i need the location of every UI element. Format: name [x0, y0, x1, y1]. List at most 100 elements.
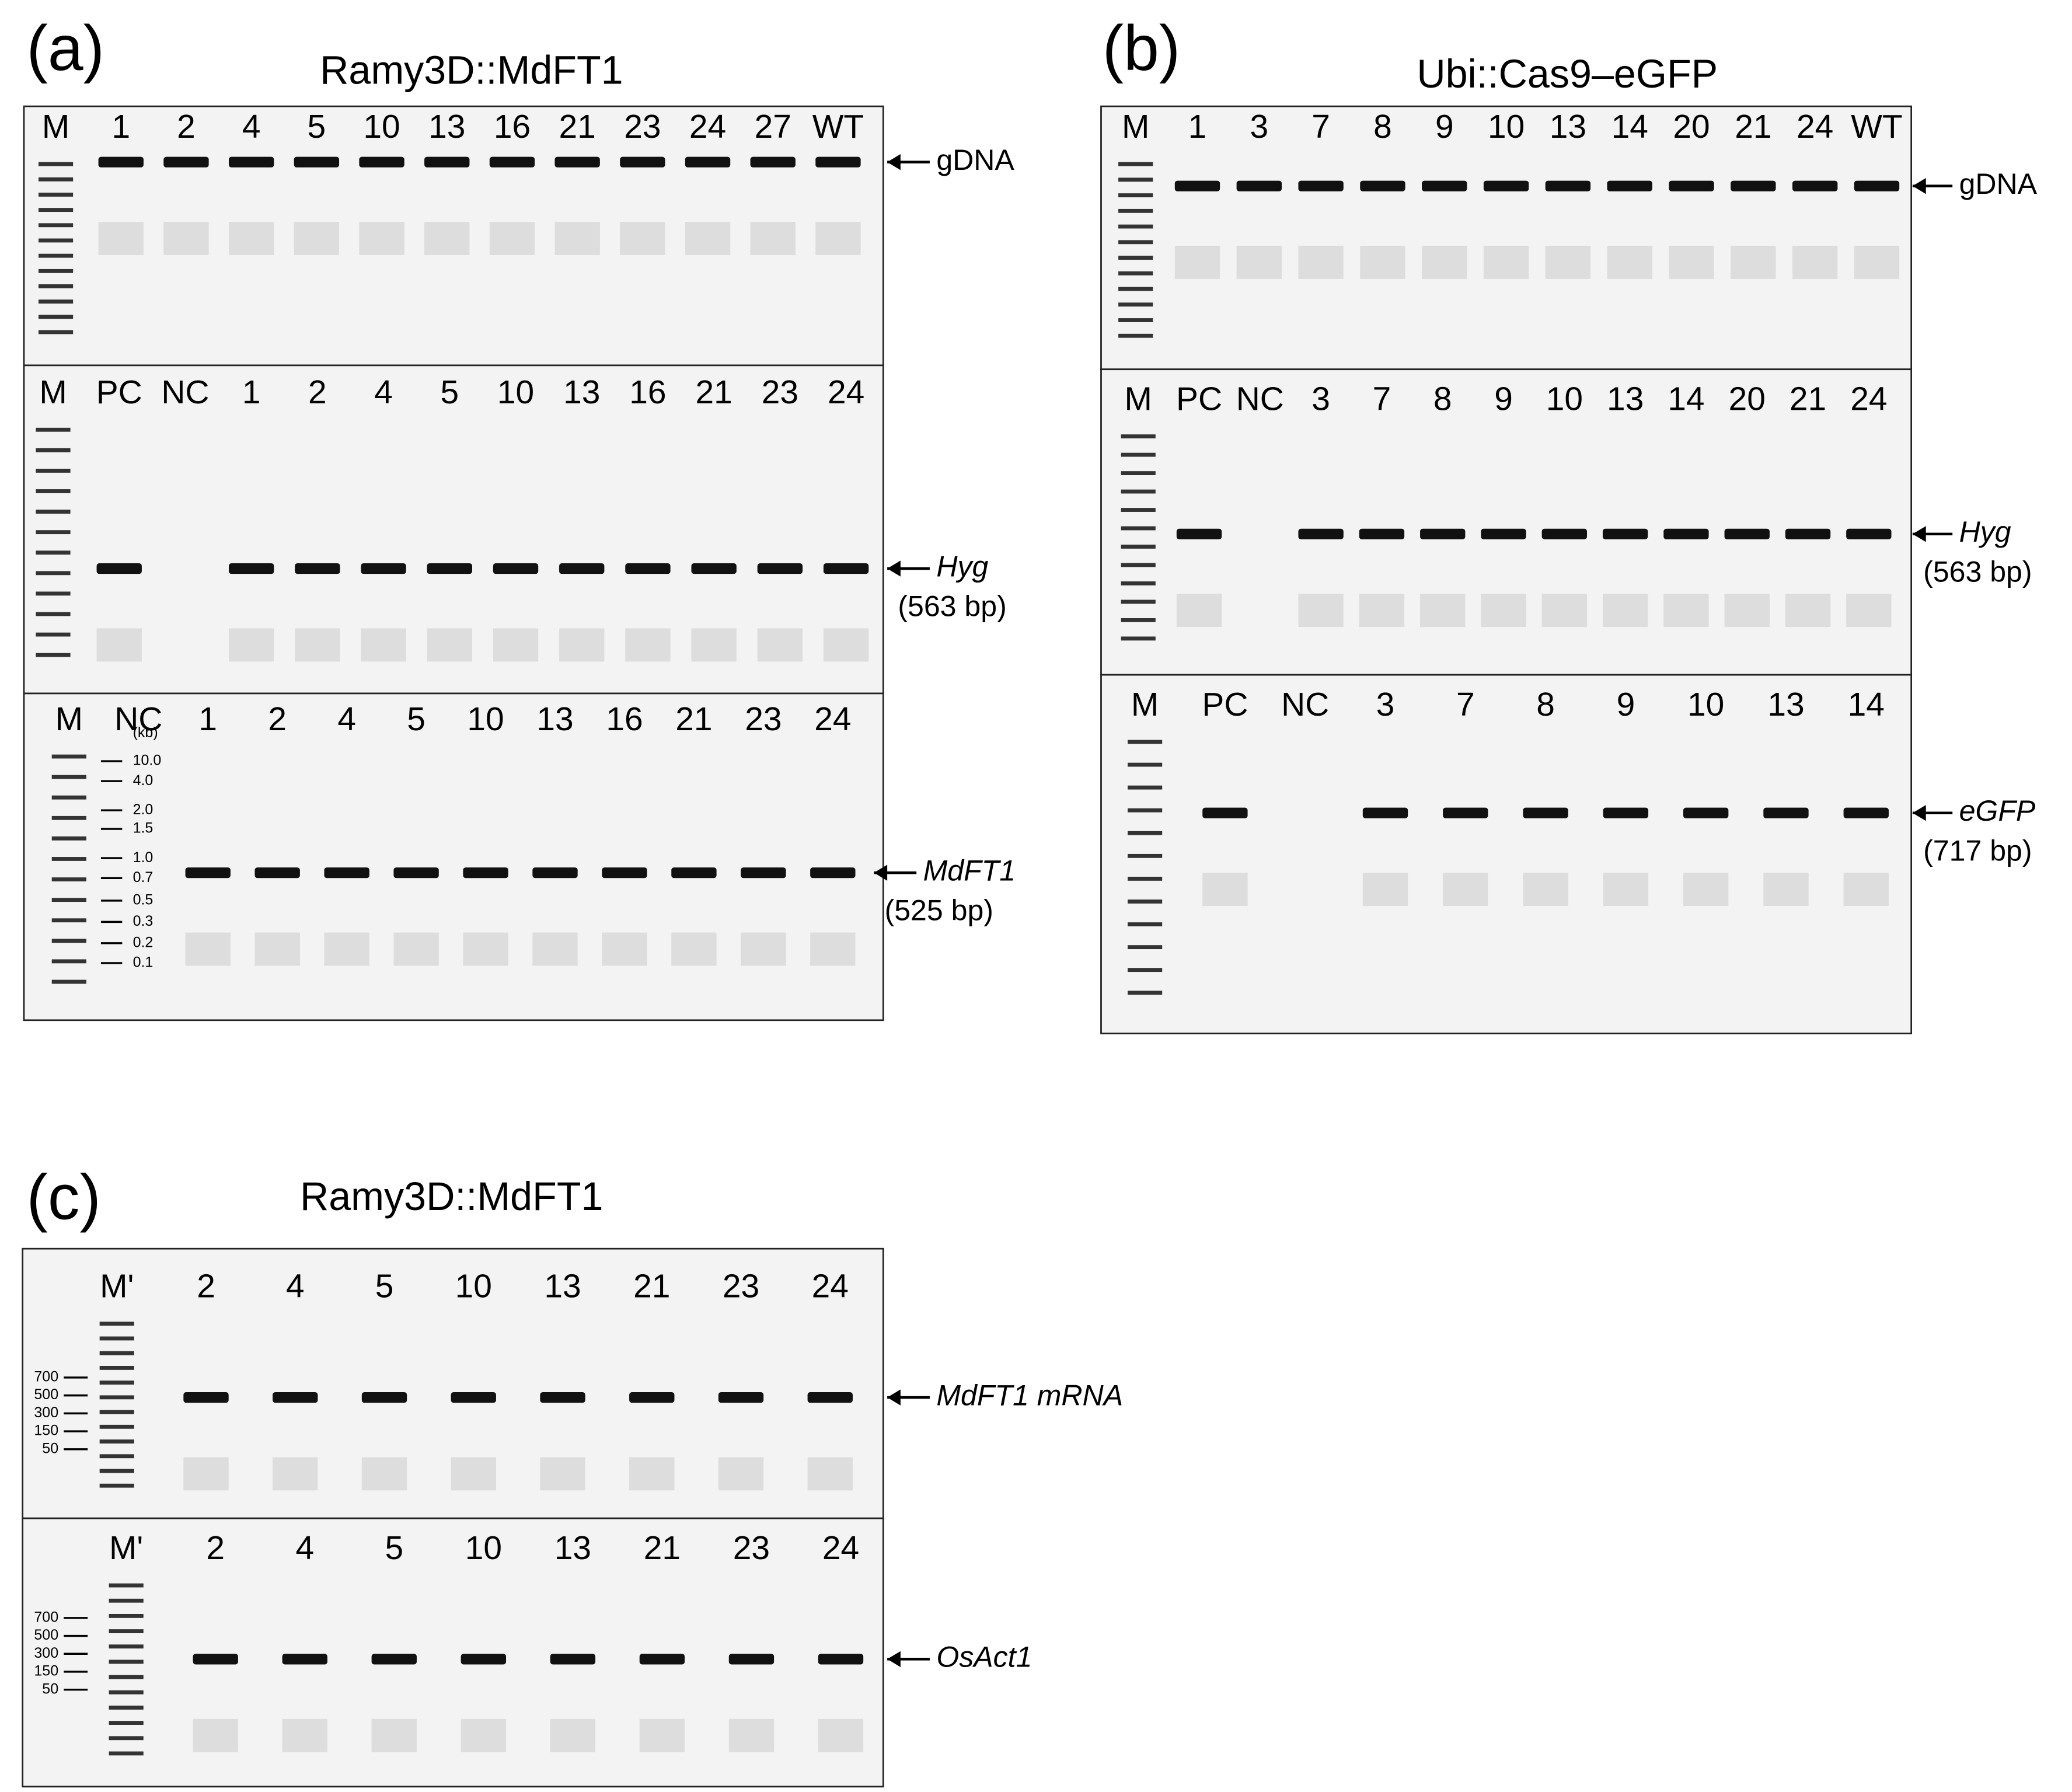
lane-label: 7	[1373, 380, 1391, 417]
band-label: eGFP	[1959, 794, 2036, 827]
lane-label: 13	[428, 108, 465, 145]
ladder-label: 4.0	[133, 772, 154, 789]
ladder-band	[36, 550, 71, 555]
ladder-band	[99, 1336, 134, 1341]
ladder-band	[36, 448, 71, 452]
band-label: gDNA	[936, 144, 1014, 176]
band	[461, 1654, 507, 1665]
smear	[282, 1718, 327, 1752]
ladder-band	[99, 1380, 134, 1385]
arrow-head	[1912, 526, 1926, 542]
ladder-band	[1121, 434, 1156, 439]
smear	[324, 932, 369, 966]
ladder-label: 700	[34, 1609, 58, 1625]
ladder-band	[38, 238, 74, 243]
band	[294, 156, 340, 168]
ladder-band	[109, 1613, 144, 1618]
ladder-band	[109, 1706, 144, 1710]
smear	[807, 1457, 853, 1491]
ladder-band	[1128, 853, 1163, 858]
lane-label: M	[1125, 380, 1152, 417]
lane-label: PC	[96, 374, 142, 411]
ladder-band	[109, 1721, 144, 1725]
band	[807, 1392, 853, 1403]
band	[254, 867, 300, 878]
smear	[254, 932, 300, 966]
ladder-band	[1121, 581, 1156, 585]
lane-label: 16	[629, 374, 666, 411]
band	[427, 563, 472, 574]
ladder-band	[1121, 508, 1156, 512]
lane-label: 27	[755, 108, 791, 145]
lane-label: 21	[644, 1529, 681, 1567]
band	[1523, 807, 1568, 818]
lane-label: 1	[242, 374, 261, 411]
ladder-label: 10.0	[133, 752, 162, 769]
lane-label: 2	[177, 108, 196, 145]
smear	[629, 1457, 675, 1491]
lane-label: WT	[812, 108, 864, 145]
smear	[273, 1457, 318, 1491]
smear	[625, 628, 671, 662]
smear	[1607, 246, 1652, 279]
lane-label: 21	[696, 374, 732, 411]
ladder-band	[109, 1736, 144, 1741]
smear	[228, 222, 274, 256]
lane-label: 9	[1494, 380, 1513, 417]
ladder-band	[99, 1351, 134, 1355]
ladder-band	[109, 1659, 144, 1664]
band	[1724, 528, 1770, 539]
lane-label: 16	[494, 108, 531, 145]
ladder-band	[1118, 208, 1153, 213]
smear	[691, 628, 737, 662]
smear	[1545, 246, 1591, 279]
band	[273, 1392, 318, 1403]
ladder-band	[36, 427, 71, 432]
lane-label: 10	[1687, 686, 1724, 723]
ladder-unit: (kb)	[133, 724, 158, 741]
gel	[23, 692, 884, 1021]
smear	[1683, 873, 1729, 907]
ladder-band	[51, 939, 86, 943]
band	[741, 867, 786, 878]
lane-label: 24	[814, 700, 851, 738]
band	[602, 867, 647, 878]
ladder-label: 0.5	[133, 892, 154, 908]
lane-label: 10	[467, 700, 504, 738]
band	[620, 156, 665, 168]
arrow-head	[1912, 178, 1926, 194]
band	[757, 563, 803, 574]
ladder-band	[1118, 162, 1153, 166]
smear	[359, 222, 404, 256]
band	[1663, 528, 1709, 539]
ladder-band	[1118, 177, 1153, 182]
ladder-band	[38, 193, 74, 197]
ladder-band	[36, 591, 71, 596]
ladder-band	[51, 795, 86, 800]
lane-label: 3	[1250, 108, 1268, 145]
ladder-band	[1128, 922, 1163, 926]
band	[1360, 180, 1405, 191]
ladder-band	[1121, 471, 1156, 476]
smear	[532, 932, 578, 966]
lane-label: M	[39, 374, 67, 411]
ladder-label: 50	[42, 1681, 58, 1697]
ladder-band	[99, 1469, 134, 1473]
lane-label: 5	[440, 374, 459, 411]
band	[424, 156, 470, 168]
band	[295, 563, 340, 574]
lane-label: 14	[1848, 686, 1885, 723]
arrow-head	[887, 1651, 901, 1668]
ladder-band	[1128, 877, 1163, 881]
lane-label: 23	[624, 108, 661, 145]
gel	[1100, 674, 1913, 1034]
band	[554, 156, 600, 168]
band	[463, 867, 508, 878]
band	[1359, 528, 1405, 539]
band	[183, 1392, 229, 1403]
smear	[1443, 873, 1488, 907]
arrow-head	[887, 154, 901, 170]
ladder-band	[38, 177, 74, 182]
lane-label: 10	[465, 1529, 502, 1567]
smear	[371, 1718, 417, 1752]
